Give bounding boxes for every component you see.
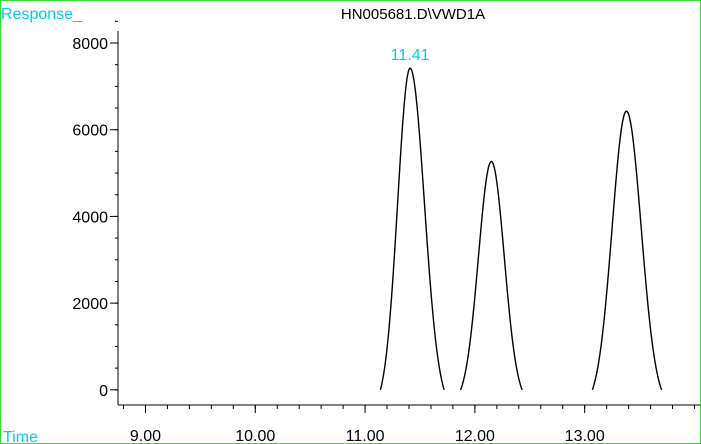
x-tick-label: 10.00: [235, 428, 275, 443]
x-axis-label: Time: [3, 429, 38, 443]
x-tick-label: 13.00: [565, 428, 605, 443]
y-tick-label: 2000: [72, 296, 108, 313]
y-tick-label: 0: [99, 383, 108, 400]
signal-trace-group: [379, 67, 663, 391]
x-tick-label: 12.00: [455, 428, 495, 443]
peak-trace: [379, 67, 445, 391]
peak-rt-label: 11.41: [391, 47, 430, 64]
y-tick-label: 8000: [72, 36, 108, 53]
peak-trace: [459, 160, 523, 391]
x-tick-label: 9.00: [130, 428, 161, 443]
y-tick-label: 4000: [72, 209, 108, 226]
chart-title: HN005681.D\VWD1A: [341, 6, 485, 23]
peak-trace: [591, 110, 663, 391]
y-tick-label: 6000: [72, 123, 108, 140]
y-axis-label: Response_: [1, 6, 83, 23]
axes-group: 0 2000 4000 6000 8000 9.00 10.00 11.00 12.00 13.0…: [72, 20, 700, 443]
annotation-group: 11.41: [391, 47, 430, 64]
x-tick-label: 11.00: [346, 428, 385, 443]
